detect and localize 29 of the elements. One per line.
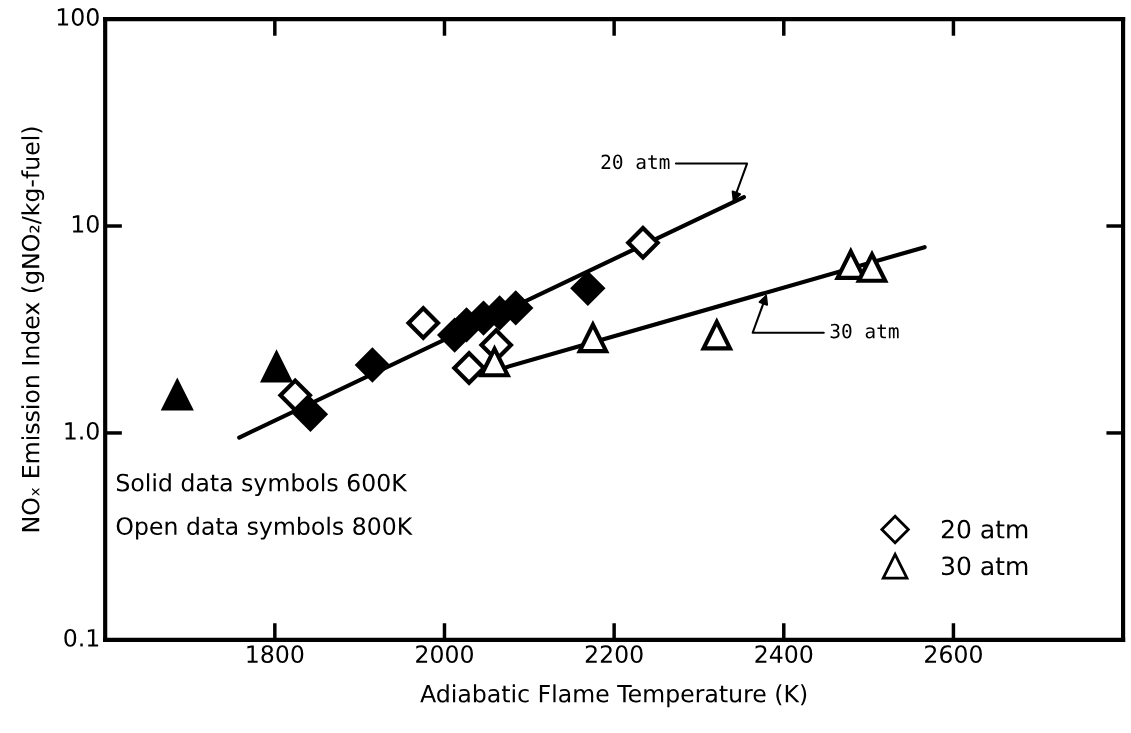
y-tick-label: 100 [57,8,99,26]
y-tick-label: 10 [72,215,99,233]
point [576,320,610,354]
y-tick-label: 0.1 [64,628,99,647]
point [700,317,734,351]
y-axis-title: NOₓ Emission Index (gNO₂/kg-fuel) [21,127,45,532]
x-tick-label: 2200 [585,645,643,664]
legend-label: 30 atm [942,556,1028,576]
point [452,351,486,385]
annotation: 30 atm [830,323,899,339]
annotation: 20 atm [601,154,670,170]
point [626,225,660,260]
annotation: Solid data symbols 600K [116,473,408,497]
point [478,344,511,378]
point [406,306,441,340]
x-tick-label: 2400 [755,645,813,664]
x-tick-label: 2600 [925,645,982,664]
point [856,252,888,283]
annotation: Open data symbols 800K [116,516,413,540]
x-axis-title: Adiabatic Flame Temperature (K) [420,684,807,708]
point [355,348,390,382]
y-tick-label: 1.0 [65,421,99,440]
point [571,271,605,306]
point [293,397,328,432]
point [260,349,293,383]
point [278,378,313,413]
x-tick-label: 1800 [247,645,304,664]
x-tick-label: 2000 [416,645,473,664]
legend-label: 20 atm [941,519,1028,539]
